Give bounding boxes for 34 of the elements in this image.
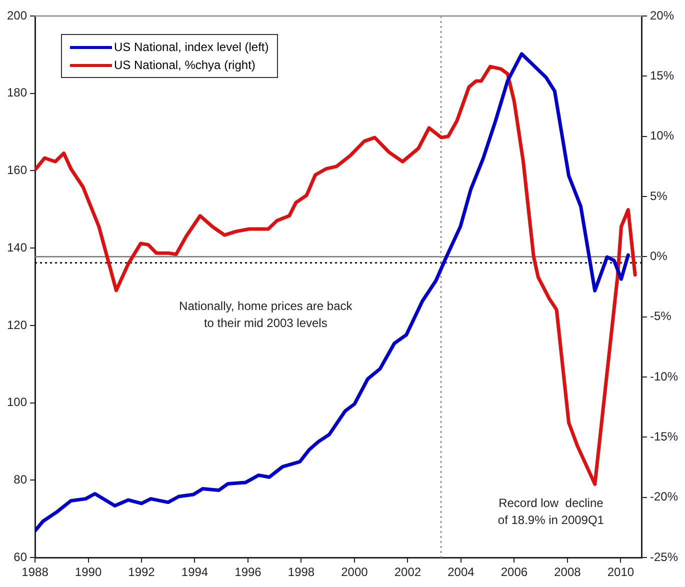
y-tick-label: 80 — [14, 472, 28, 487]
y-tick-label: 120 — [6, 318, 28, 332]
y2-tick-label: -20% — [650, 490, 678, 504]
annotation: Record low decline of 18.9% in 2009Q1 — [496, 495, 605, 530]
x-tick-label: 2000 — [341, 565, 368, 580]
x-tick-label: 1996 — [234, 565, 262, 580]
y-tick-label: 160 — [6, 163, 28, 178]
y2-tick-label: 0% — [650, 249, 668, 264]
x-tick-label: 2002 — [394, 565, 422, 580]
x-tick-label: 2010 — [607, 565, 634, 580]
y-tick-label: 100 — [6, 395, 28, 410]
y2-tick-label: 5% — [650, 188, 668, 203]
x-tick-label: 1988 — [22, 565, 49, 580]
legend-label: US National, index level (left) — [114, 40, 269, 54]
y2-tick-label: -15% — [650, 430, 678, 444]
x-tick-label: 2008 — [554, 565, 582, 580]
y2-tick-label: -25% — [650, 550, 678, 564]
x-tick-label: 1998 — [288, 565, 315, 580]
y-tick-label: 180 — [6, 86, 28, 100]
x-tick-label: 1994 — [181, 565, 208, 580]
y2-tick-label: 10% — [650, 128, 674, 143]
y-tick-label: 60 — [14, 550, 28, 564]
x-tick-label: 2006 — [500, 565, 528, 580]
annotation: Nationally, home prices are back to their mid 2003 levels — [178, 298, 354, 332]
y2-tick-label: 20% — [650, 8, 674, 22]
x-tick-label: 1992 — [128, 565, 156, 580]
legend-label: US National, %chya (right) — [114, 58, 256, 72]
x-tick-label: 1990 — [74, 565, 102, 580]
y2-tick-label: -5% — [650, 309, 672, 324]
x-tick-label: 2004 — [448, 565, 475, 580]
y-tick-label: 140 — [6, 240, 28, 254]
y-tick-label: 200 — [6, 8, 28, 22]
y2-tick-label: 15% — [650, 68, 674, 82]
y2-tick-label: -10% — [650, 369, 678, 384]
